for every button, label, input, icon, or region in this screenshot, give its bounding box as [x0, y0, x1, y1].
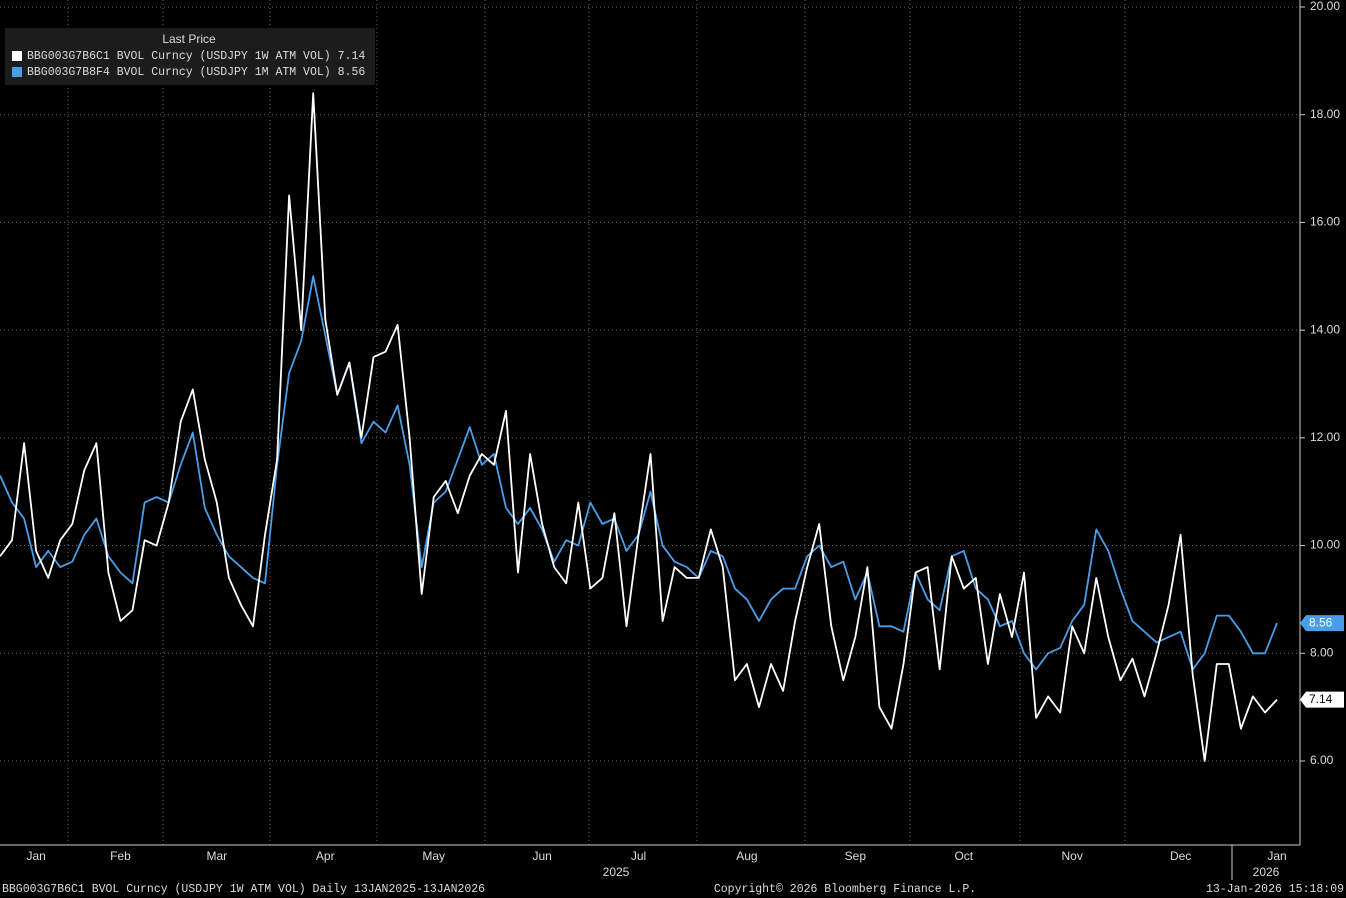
legend-name: BBG003G7B6C1 BVOL Curncy (USDJPY 1W ATM … [27, 50, 331, 63]
legend-swatch [12, 51, 22, 61]
year-label: 2026 [1253, 865, 1280, 879]
legend-entry: BBG003G7B6C1 BVOL Curncy (USDJPY 1W ATM … [27, 50, 365, 63]
year-label: 2025 [603, 865, 630, 879]
last-value-label: 7.14 [1309, 692, 1333, 706]
x-tick-label: Aug [736, 849, 757, 863]
x-tick-label: Mar [207, 849, 228, 863]
y-tick-label: 10.00 [1310, 538, 1340, 552]
footer-left: BBG003G7B6C1 BVOL Curncy (USDJPY 1W ATM … [2, 883, 485, 896]
footer-center: Copyright© 2026 Bloomberg Finance L.P. [714, 883, 976, 896]
last-value-label: 8.56 [1309, 615, 1333, 629]
x-tick-label: Jun [532, 849, 551, 863]
y-tick-label: 8.00 [1310, 645, 1334, 659]
x-tick-label: Oct [954, 849, 973, 863]
series-line [0, 92, 1278, 762]
x-tick-label: Jan [26, 849, 45, 863]
y-tick-label: 12.00 [1310, 430, 1340, 444]
x-tick-label: Apr [316, 849, 335, 863]
legend-swatch [12, 67, 22, 77]
footer-right: 13-Jan-2026 15:18:09 [1206, 883, 1344, 896]
y-tick-label: 18.00 [1310, 107, 1340, 121]
y-tick-label: 6.00 [1310, 753, 1334, 767]
y-tick-label: 16.00 [1310, 215, 1340, 229]
y-tick-label: 20.00 [1310, 0, 1340, 13]
last-value-box [1300, 615, 1344, 632]
x-tick-label: May [422, 849, 445, 863]
legend-entry: BBG003G7B8F4 BVOL Curncy (USDJPY 1M ATM … [27, 66, 365, 79]
last-value-box [1300, 691, 1344, 708]
x-tick-label: Jul [631, 849, 646, 863]
x-tick-label: Jan [1267, 849, 1286, 863]
x-tick-label: Sep [845, 849, 867, 863]
y-tick-label: 14.00 [1310, 322, 1340, 336]
legend-value: 7.14 [338, 50, 366, 63]
legend-name: BBG003G7B8F4 BVOL Curncy (USDJPY 1M ATM … [27, 66, 331, 79]
x-tick-label: Nov [1062, 849, 1083, 863]
x-tick-label: Feb [110, 849, 131, 863]
legend-box [5, 28, 375, 85]
legend-title: Last Price [162, 32, 216, 46]
x-tick-label: Dec [1170, 849, 1191, 863]
legend-value: 8.56 [338, 66, 366, 79]
